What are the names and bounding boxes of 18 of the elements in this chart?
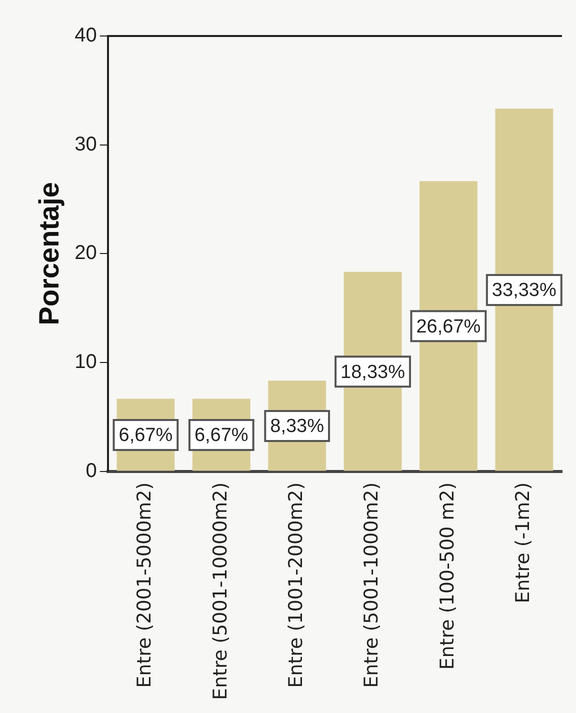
data-label: 8,33% xyxy=(270,416,324,438)
data-label: 33,33% xyxy=(492,280,556,302)
data-label: 6,67% xyxy=(118,425,173,446)
x-tick-label: Entre (5001-10000m2) xyxy=(209,482,232,700)
x-tick-label: Entre (100-500 m2) xyxy=(436,482,458,670)
y-tick-label: 40 xyxy=(74,24,97,47)
data-label: 18,33% xyxy=(340,362,406,383)
x-tick-label: Entre (2001-5000m2) xyxy=(134,482,156,688)
data-label: 26,67% xyxy=(416,316,481,338)
y-tick-label: 0 xyxy=(86,460,97,482)
x-tick-label: Entre (5001-1000m2) xyxy=(360,482,383,688)
y-tick-label: 30 xyxy=(74,133,97,156)
x-tick-label: Entre (1001-2000m2) xyxy=(285,482,308,688)
data-label: 6,67% xyxy=(194,425,248,446)
y-tick-label: 20 xyxy=(74,242,97,264)
x-tick-label: Entre (-1m2) xyxy=(512,482,534,604)
y-axis-title: Porcentaje xyxy=(34,182,65,326)
y-tick-label: 10 xyxy=(74,350,97,373)
